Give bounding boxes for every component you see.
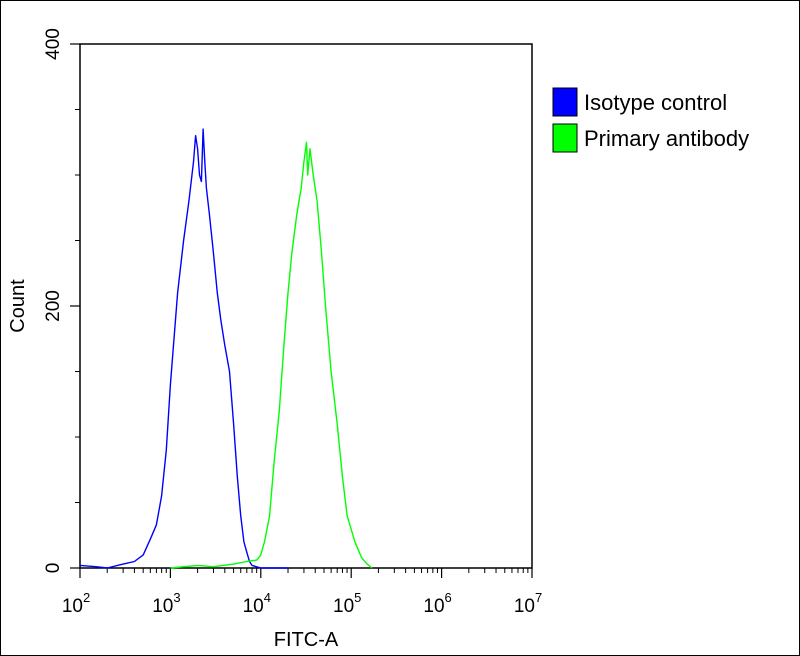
x-tick-label: 105 bbox=[333, 590, 361, 617]
x-axis-title: FITC-A bbox=[274, 629, 339, 651]
series-line-isotype-control bbox=[79, 128, 288, 569]
y-tick-label: 200 bbox=[43, 290, 64, 322]
y-tick-label: 400 bbox=[43, 28, 64, 60]
x-axis: 102 103 104 105 106 107 bbox=[62, 568, 542, 617]
series-line-primary-antibody bbox=[170, 141, 373, 569]
y-tick-label: 0 bbox=[43, 563, 64, 574]
plot-area bbox=[79, 43, 533, 569]
x-tick-label: 106 bbox=[423, 590, 451, 617]
x-tick-label: 104 bbox=[243, 590, 271, 617]
y-axis: 0 200 400 bbox=[43, 28, 80, 573]
y-axis-title: Count bbox=[7, 279, 29, 333]
x-tick-label: 103 bbox=[152, 590, 180, 617]
legend-swatch-isotype-control bbox=[552, 87, 578, 117]
x-tick-label: 107 bbox=[514, 590, 542, 617]
legend-label-primary-antibody: Primary antibody bbox=[584, 126, 749, 151]
legend-label-isotype-control: Isotype control bbox=[584, 90, 727, 115]
series-layer bbox=[79, 128, 373, 569]
legend-swatch-primary-antibody bbox=[552, 123, 578, 153]
legend: Isotype control Primary antibody bbox=[552, 87, 749, 153]
x-tick-label: 102 bbox=[62, 590, 90, 617]
